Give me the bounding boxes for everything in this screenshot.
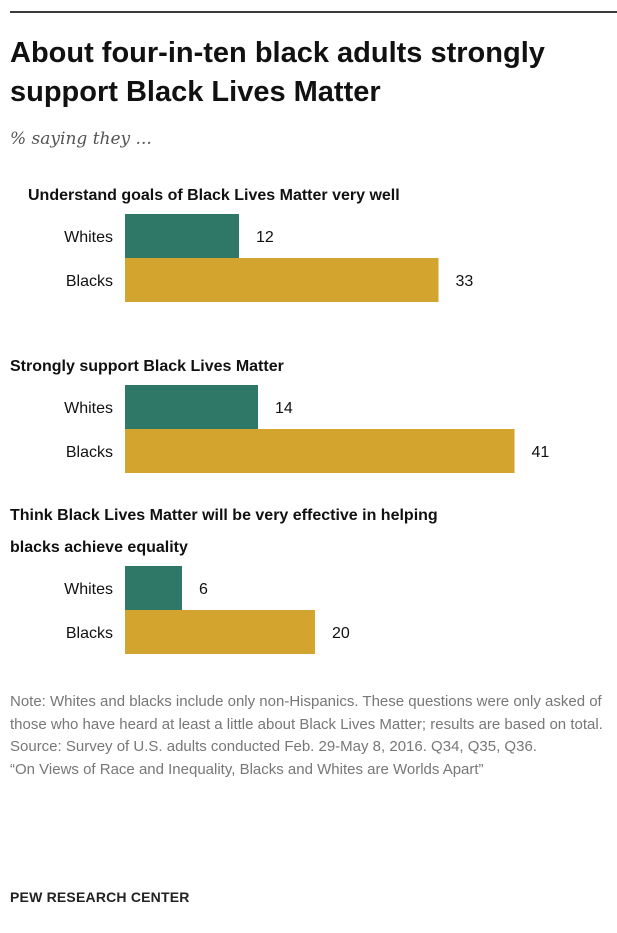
category-label-whites: Whites	[64, 400, 113, 417]
report-title: “On Views of Race and Inequality, Blacks…	[10, 760, 484, 778]
notes-block: Note: Whites and blacks include only non…	[10, 691, 616, 781]
bar-blacks-group-2	[125, 429, 515, 473]
category-label-blacks: Blacks	[66, 273, 113, 290]
value-label-blacks-group-2: 41	[532, 444, 550, 461]
bar-whites-group-2	[125, 385, 258, 429]
category-label-whites: Whites	[64, 229, 113, 246]
top-rule	[10, 11, 617, 13]
category-label-whites: Whites	[64, 581, 113, 598]
bar-whites-group-1	[125, 214, 239, 258]
group-title-1-line-1: Understand goals of Black Lives Matter v…	[28, 187, 400, 204]
note-text: Note: Whites and blacks include only non…	[10, 693, 603, 733]
bar-whites-group-3	[125, 566, 182, 610]
bar-blacks-group-3	[125, 610, 315, 654]
chart-subtitle: % saying they ...	[10, 129, 152, 149]
chart-title: About four-in-ten black adults strongly …	[10, 37, 545, 108]
group-title-3-line-2: blacks achieve equality	[10, 539, 188, 556]
bar-chart: Understand goals of Black Lives Matter v…	[10, 187, 550, 654]
value-label-blacks-group-1: 33	[456, 273, 474, 290]
source-text: Source: Survey of U.S. adults conducted …	[10, 738, 537, 755]
group-title-2-line-1: Strongly support Black Lives Matter	[10, 358, 284, 375]
bar-blacks-group-1	[125, 258, 439, 302]
value-label-whites-group-1: 12	[256, 229, 274, 246]
category-label-blacks: Blacks	[66, 444, 113, 461]
value-label-blacks-group-3: 20	[332, 625, 350, 642]
value-label-whites-group-3: 6	[199, 581, 208, 598]
brand-label: PEW RESEARCH CENTER	[10, 889, 190, 905]
value-label-whites-group-2: 14	[275, 400, 293, 417]
category-label-blacks: Blacks	[66, 625, 113, 642]
group-title-3-line-1: Think Black Lives Matter will be very ef…	[10, 507, 438, 524]
